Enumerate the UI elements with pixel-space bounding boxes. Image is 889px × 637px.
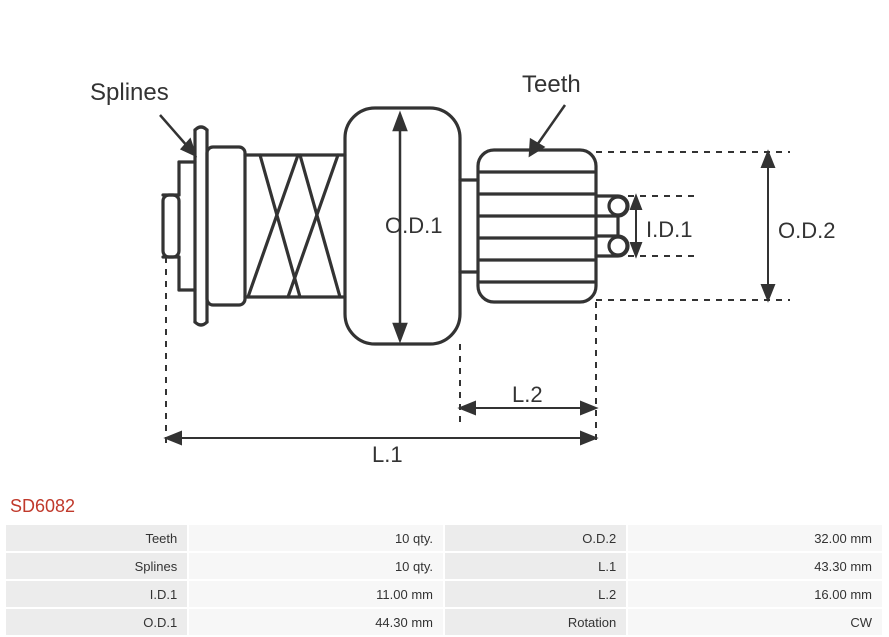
spec-label: Rotation [445,609,626,635]
table-row: Teeth 10 qty. O.D.2 32.00 mm [6,525,882,551]
spec-label: O.D.1 [6,609,187,635]
spec-table: Teeth 10 qty. O.D.2 32.00 mm Splines 10 … [4,523,884,637]
table-row: O.D.1 44.30 mm Rotation CW [6,609,882,635]
spec-label: L.2 [445,581,626,607]
spec-value: 16.00 mm [628,581,882,607]
schematic-diagram: Splines Teeth O.D.1 I.D.1 O.D.2 L.2 L.1 [0,0,889,490]
l1-label: L.1 [372,442,403,467]
spec-value: CW [628,609,882,635]
l2-label: L.2 [512,382,543,407]
od1-label: O.D.1 [385,213,442,238]
od2-label: O.D.2 [778,218,835,243]
spec-value: 10 qty. [189,525,443,551]
table-row: I.D.1 11.00 mm L.2 16.00 mm [6,581,882,607]
spec-label: Splines [6,553,187,579]
spec-value: 43.30 mm [628,553,882,579]
spec-label: L.1 [445,553,626,579]
page-root: Splines Teeth O.D.1 I.D.1 O.D.2 L.2 L.1 … [0,0,889,637]
teeth-callout: Teeth [522,71,581,98]
spec-value: 10 qty. [189,553,443,579]
spec-label: Teeth [6,525,187,551]
id1-label: I.D.1 [646,217,692,242]
schematic-svg: Splines Teeth O.D.1 I.D.1 O.D.2 L.2 L.1 [0,0,889,490]
spec-label: I.D.1 [6,581,187,607]
spec-value: 11.00 mm [189,581,443,607]
part-number: SD6082 [0,490,889,523]
spec-label: O.D.2 [445,525,626,551]
spec-value: 32.00 mm [628,525,882,551]
spec-value: 44.30 mm [189,609,443,635]
table-row: Splines 10 qty. L.1 43.30 mm [6,553,882,579]
splines-callout: Splines [90,79,169,106]
